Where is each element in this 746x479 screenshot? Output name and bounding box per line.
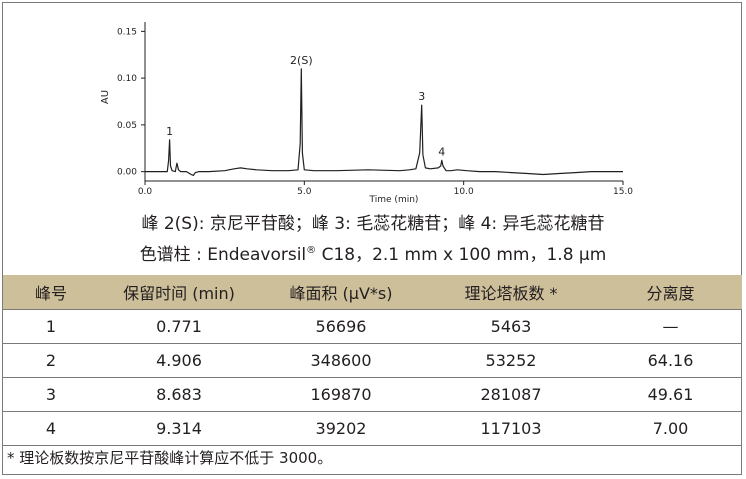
x-tick-label: 5.0 — [297, 187, 312, 197]
cell-peak-area: 348600 — [259, 343, 423, 378]
results-table: 峰号 保留时间 (min) 峰面积 (µV*s) 理论塔板数 * 分离度 1 0… — [3, 275, 742, 446]
y-tick-label: 0.05 — [117, 121, 137, 131]
peak-label: 3 — [418, 90, 425, 103]
chromatogram-trace — [145, 68, 623, 176]
column-caption-text: 色谱柱 : Endeavorsil — [139, 245, 307, 265]
peak-label: 4 — [438, 145, 445, 158]
column-caption-spec: C18，2.1 mm x 100 mm，1.8 µm — [316, 245, 607, 265]
footnote: * 理论板数按京尼平苷酸峰计算应不低于 3000。 — [7, 449, 333, 467]
cell-retention-time: 8.683 — [99, 377, 259, 412]
cell-peak-number: 1 — [3, 309, 99, 344]
cell-plate-count: 117103 — [423, 411, 599, 446]
peak-caption: 峰 2(S): 京尼平苷酸；峰 3: 毛蕊花糖苷；峰 4: 异毛蕊花糖苷 — [141, 214, 605, 234]
table-row: 4 9.314 39202 117103 7.00 — [3, 411, 742, 446]
peak-label: 1 — [166, 125, 173, 138]
x-tick-label: 0.0 — [138, 187, 153, 197]
table-row: 3 8.683 169870 281087 49.61 — [3, 377, 742, 412]
table-row: 2 4.906 348600 53252 64.16 — [3, 343, 742, 378]
peak-label: 2(S) — [290, 54, 313, 67]
column-caption: 色谱柱 : Endeavorsil® C18，2.1 mm x 100 mm，1… — [0, 240, 746, 266]
cell-peak-area: 169870 — [259, 377, 423, 412]
cell-resolution: 49.61 — [599, 377, 742, 412]
header-retention-time: 保留时间 (min) — [99, 275, 259, 310]
cell-plate-count: 53252 — [423, 343, 599, 378]
y-tick-label: 0.15 — [117, 27, 137, 37]
figure-frame — [2, 2, 742, 475]
table-header-row: 峰号 保留时间 (min) 峰面积 (µV*s) 理论塔板数 * 分离度 — [3, 275, 742, 310]
y-tick-label: 0.00 — [117, 168, 137, 178]
peak-annotations: 1 2(S) 3 4 — [166, 54, 445, 159]
cell-retention-time: 9.314 — [99, 411, 259, 446]
x-axis-label: Time (min) — [369, 195, 419, 205]
y-tick-label: 0.10 — [117, 74, 137, 84]
y-axis-label: AU — [100, 90, 111, 104]
cell-retention-time: 0.771 — [99, 309, 259, 344]
cell-peak-area: 39202 — [259, 411, 423, 446]
cell-retention-time: 4.906 — [99, 343, 259, 378]
header-resolution: 分离度 — [599, 275, 742, 310]
cell-peak-number: 3 — [3, 377, 99, 412]
chromatogram-chart: 0.0 5.0 10.0 15.0 0.00 0.05 0.10 0.15 AU Time (… — [100, 22, 633, 205]
cell-resolution: — — [599, 309, 742, 344]
axis-ticks: 0.0 5.0 10.0 15.0 0.00 0.05 0.10 0.15 — [117, 27, 633, 197]
cell-peak-area: 56696 — [259, 309, 423, 344]
table-row: 1 0.771 56696 5463 — — [3, 309, 742, 344]
chart-axes — [144, 22, 623, 182]
cell-resolution: 64.16 — [599, 343, 742, 378]
x-tick-label: 10.0 — [454, 187, 474, 197]
cell-peak-number: 4 — [3, 411, 99, 446]
header-peak-number: 峰号 — [3, 275, 99, 310]
x-tick-label: 15.0 — [613, 187, 633, 197]
chart-series — [145, 68, 623, 176]
header-plate-count: 理论塔板数 * — [423, 275, 599, 310]
cell-plate-count: 281087 — [423, 377, 599, 412]
cell-peak-number: 2 — [3, 343, 99, 378]
registered-mark: ® — [306, 245, 317, 256]
cell-plate-count: 5463 — [423, 309, 599, 344]
cell-resolution: 7.00 — [599, 411, 742, 446]
header-peak-area: 峰面积 (µV*s) — [259, 275, 423, 310]
